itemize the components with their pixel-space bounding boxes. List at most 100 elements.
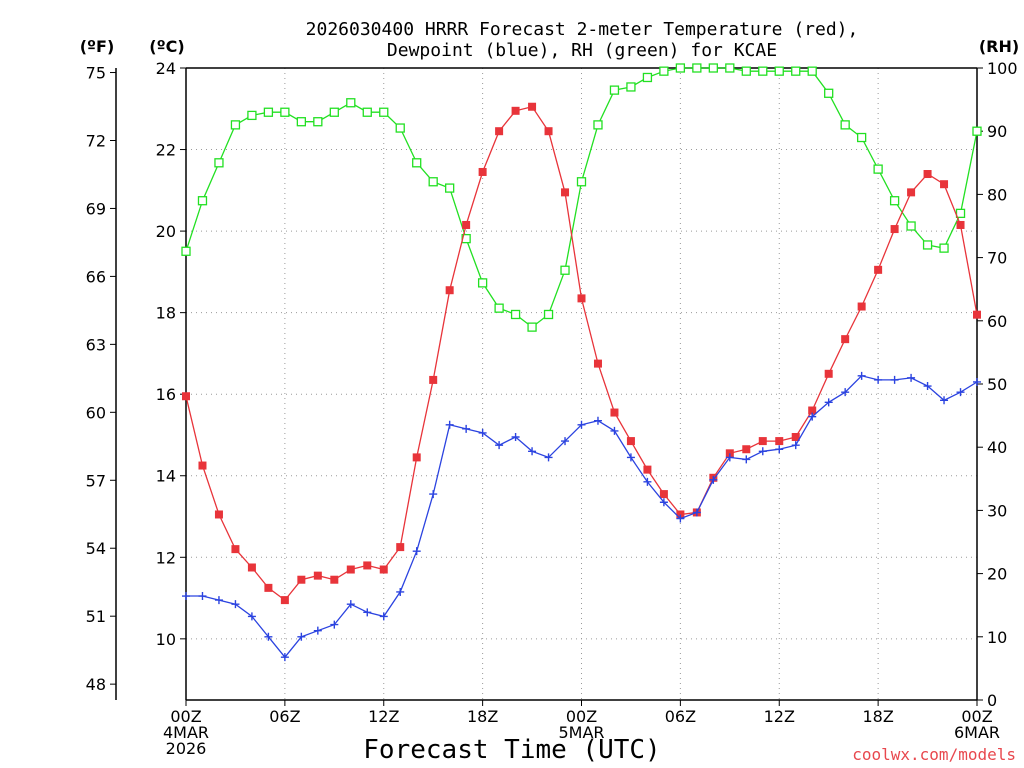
rh-point [824, 88, 834, 98]
rh-point [659, 66, 669, 76]
rh-point [527, 322, 537, 332]
temperature-point [874, 265, 883, 274]
rh-point [576, 177, 587, 187]
fahrenheit-tick-label: 66 [86, 267, 106, 286]
dewpoint-point [725, 453, 734, 462]
rh-point [725, 63, 735, 73]
rh-point [477, 278, 488, 288]
rh-point [626, 82, 636, 92]
rh-point [346, 98, 356, 108]
rh-tick-label: 10 [987, 628, 1007, 647]
fahrenheit-axis-unit: (ºF) [80, 37, 115, 56]
rh-point [708, 63, 718, 73]
rh-point [791, 66, 801, 76]
dewpoint-point [379, 612, 388, 621]
temperature-point [643, 465, 652, 474]
dewpoint-point [709, 475, 718, 484]
temperature-point [890, 225, 899, 234]
dewpoint-point [182, 592, 190, 601]
x-tick-label: 18Z [467, 707, 498, 726]
temperature-point [528, 102, 537, 111]
rh-point [922, 240, 933, 250]
celsius-axis-unit: (ºC) [149, 37, 184, 56]
temperature-point [973, 310, 981, 319]
rh-axis-unit: (RH) [979, 37, 1019, 56]
temperature-point [791, 433, 800, 442]
dewpoint-point [231, 600, 240, 609]
dewpoint-point [495, 441, 504, 450]
rh-point [197, 196, 208, 206]
rh-point [395, 123, 405, 133]
dewpoint-point [528, 447, 537, 456]
dewpoint-point [775, 445, 784, 454]
dewpoint-point [758, 447, 767, 456]
celsius-tick-label: 10 [156, 630, 176, 649]
rh-tick-label: 30 [987, 501, 1007, 520]
rh-point [181, 246, 191, 256]
temperature-point [495, 127, 504, 136]
temperature-point [923, 170, 932, 179]
temperature-point [412, 453, 421, 462]
temperature-point [758, 437, 767, 446]
temperature-point [742, 445, 751, 454]
temperature-point [775, 437, 784, 446]
rh-point [313, 117, 323, 127]
rh-tick-label: 40 [987, 438, 1007, 457]
rh-point [379, 107, 389, 117]
x-tick-label: 12Z [368, 707, 399, 726]
rh-tick-label: 100 [987, 59, 1018, 78]
dewpoint-point [280, 653, 289, 662]
rh-point [362, 107, 372, 117]
x-tick-label: 5MAR [558, 723, 604, 742]
fahrenheit-tick-label: 63 [86, 335, 106, 354]
rh-point [807, 66, 817, 76]
dewpoint-point [742, 455, 751, 464]
temperature-point [396, 543, 405, 552]
dewpoint-point [577, 420, 586, 429]
rh-point [445, 183, 455, 193]
x-tick-label: 00Z [170, 707, 201, 726]
rh-point [510, 309, 521, 320]
dewpoint-point [626, 453, 635, 462]
rh-point [247, 110, 257, 121]
celsius-tick-label: 22 [156, 141, 176, 160]
x-tick-label: 4MAR [163, 723, 209, 742]
rh-point [906, 221, 916, 231]
rh-point [675, 63, 686, 73]
rh-point [758, 66, 768, 76]
dewpoint-point [841, 388, 850, 397]
temperature-point [676, 510, 685, 519]
dewpoint-point [561, 437, 570, 446]
temperature-point [379, 565, 388, 574]
dewpoint-point [478, 428, 487, 437]
dewpoint-point [593, 416, 602, 425]
dewpoint-point [429, 490, 438, 499]
temperature-point [857, 302, 866, 311]
celsius-tick-label: 20 [156, 222, 176, 241]
x-tick-label: 2026 [166, 739, 207, 758]
rh-point [494, 303, 504, 313]
dewpoint-point [462, 424, 471, 433]
series-dewpoint [182, 371, 981, 662]
rh-tick-label: 20 [987, 565, 1007, 584]
dewpoint-point [791, 441, 800, 450]
rh-point [609, 85, 620, 95]
dewpoint-point [445, 420, 454, 429]
fahrenheit-tick-label: 69 [86, 199, 106, 218]
dewpoint-point [676, 514, 685, 523]
temperature-point [824, 369, 833, 378]
temperature-point [478, 167, 487, 176]
rh-point [560, 265, 570, 275]
rh-point [889, 196, 900, 206]
series-temperature [182, 102, 981, 605]
temperature-point [593, 359, 602, 368]
x-tick-label: 6MAR [954, 723, 1000, 742]
dewpoint-point [363, 608, 372, 617]
dewpoint-point [973, 377, 981, 386]
rh-point [972, 126, 982, 136]
rh-point [428, 177, 438, 187]
rh-tick-label: 80 [987, 185, 1007, 204]
rh-tick-label: 70 [987, 249, 1007, 268]
